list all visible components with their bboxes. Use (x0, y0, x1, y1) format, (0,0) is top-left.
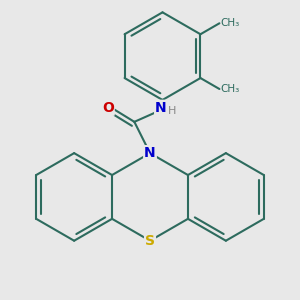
Text: N: N (155, 101, 167, 115)
Text: S: S (145, 234, 155, 248)
Text: N: N (144, 146, 156, 160)
Text: CH₃: CH₃ (220, 84, 239, 94)
Text: H: H (168, 106, 176, 116)
Text: O: O (102, 101, 114, 115)
Text: CH₃: CH₃ (220, 18, 239, 28)
